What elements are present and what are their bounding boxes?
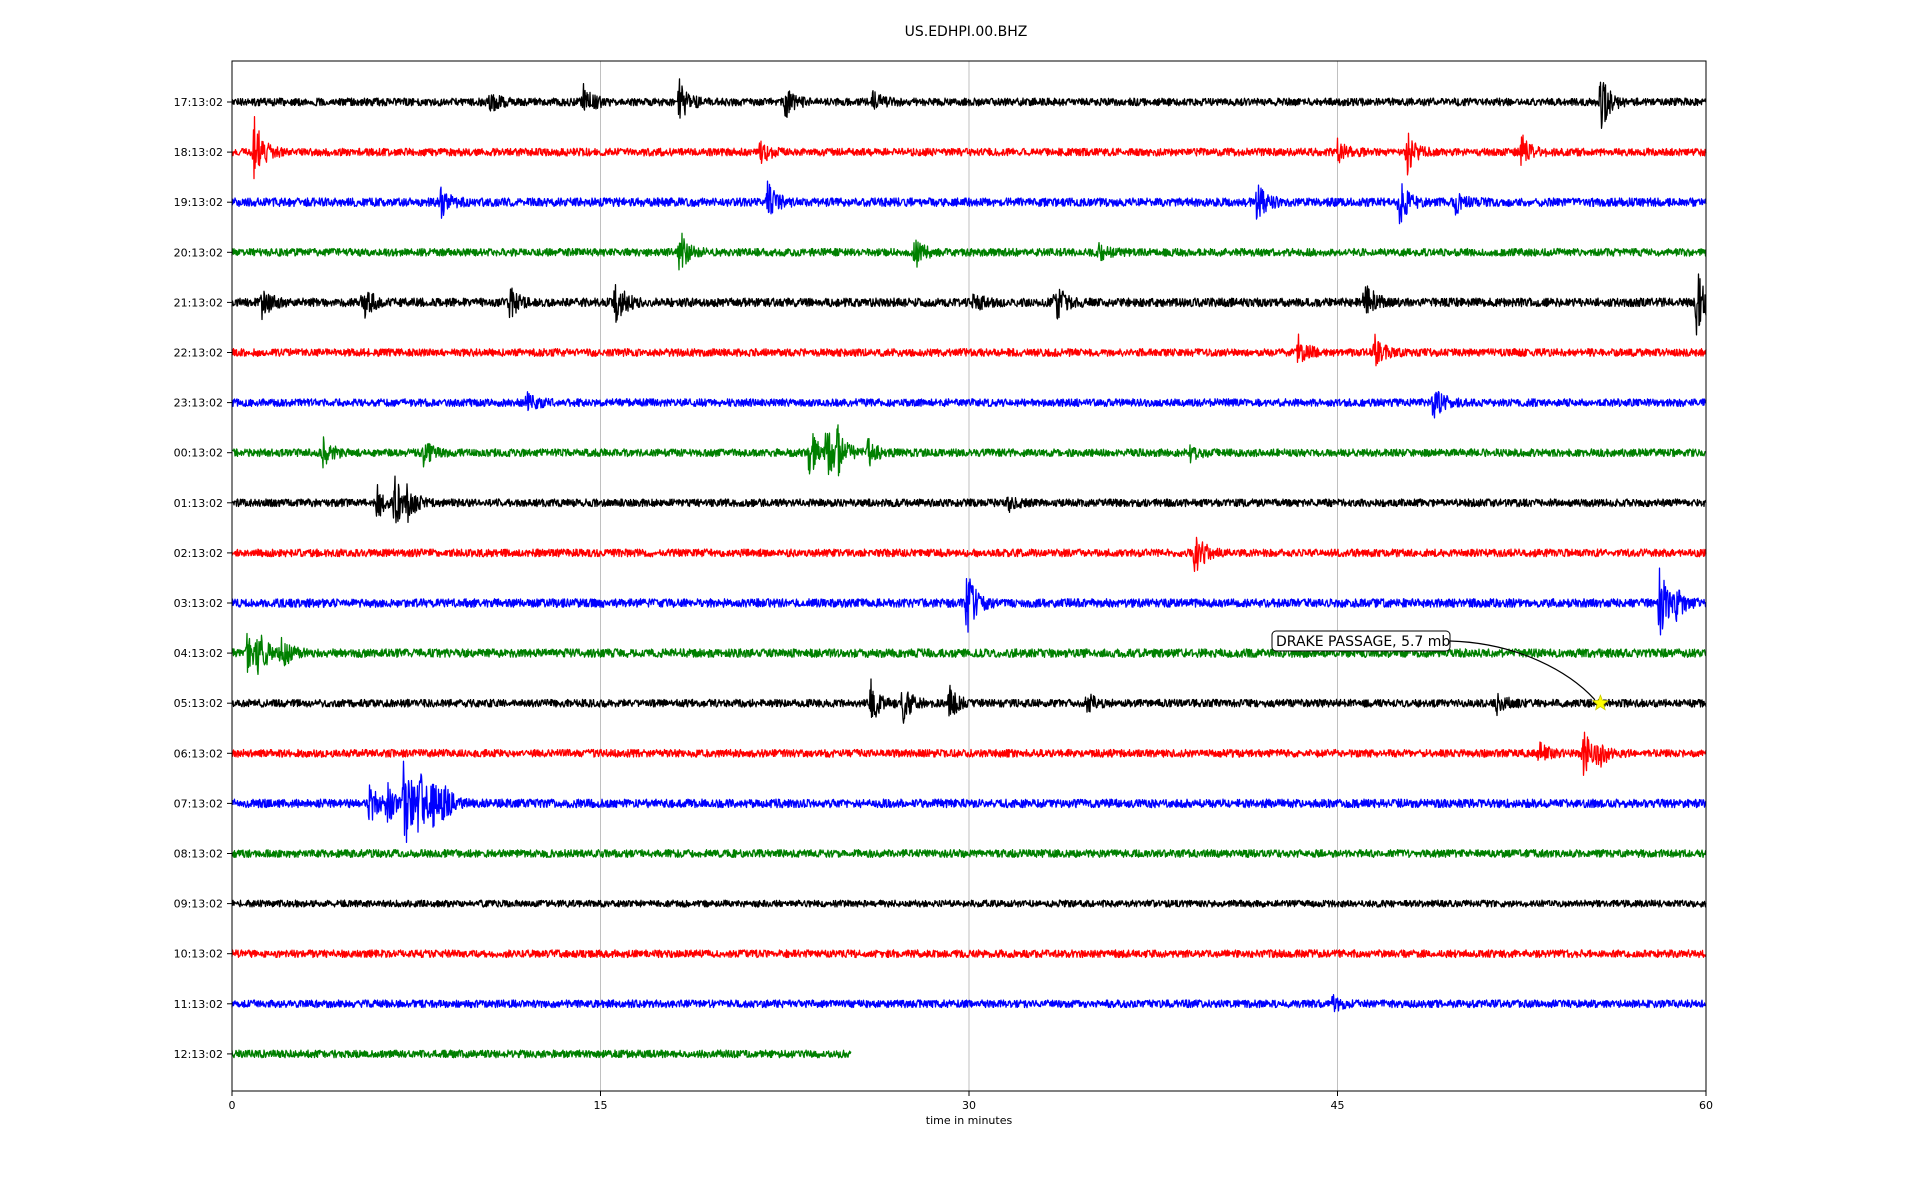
y-tick-label: 07:13:02 [174, 797, 223, 810]
trace-line [231, 949, 1707, 959]
trace-line [231, 899, 1707, 908]
y-tick-label: 05:13:02 [174, 697, 223, 710]
y-tick-label: 04:13:02 [174, 647, 223, 660]
y-tick-label: 08:13:02 [174, 848, 223, 861]
trace-line [231, 333, 1707, 367]
trace-line [231, 180, 1707, 225]
x-tick-label: 0 [229, 1099, 236, 1112]
y-tick-label: 22:13:02 [174, 347, 223, 360]
trace-line [231, 632, 1707, 676]
trace-line [231, 994, 1707, 1013]
y-tick-label: 20:13:02 [174, 246, 223, 259]
chart-title: US.EDHPI.00.BHZ [905, 24, 1028, 40]
annotation-label: DRAKE PASSAGE, 5.7 mb [1276, 634, 1450, 650]
y-tick-label: 06:13:02 [174, 747, 223, 760]
trace-line [231, 475, 1707, 524]
y-tick-label: 23:13:02 [174, 397, 223, 410]
y-tick-label: 03:13:02 [174, 597, 223, 610]
trace-line [231, 390, 1707, 419]
x-tick-label: 15 [594, 1099, 608, 1112]
annotation-arrow [1449, 640, 1595, 700]
x-tick-label: 60 [1699, 1099, 1713, 1112]
y-tick-label: 18:13:02 [174, 146, 223, 159]
trace-line [231, 78, 1707, 129]
trace-line [231, 424, 1707, 477]
trace-line [231, 567, 1707, 636]
y-tick-label: 11:13:02 [174, 998, 223, 1011]
x-axis-label: time in minutes [926, 1114, 1013, 1127]
trace-line [231, 536, 1707, 572]
y-tick-label: 09:13:02 [174, 898, 223, 911]
trace-line [231, 273, 1707, 336]
y-tick-label: 02:13:02 [174, 547, 223, 560]
trace-line [231, 731, 1707, 776]
trace-line [231, 678, 1707, 724]
y-tick-label: 01:13:02 [174, 497, 223, 510]
event-star-marker [1591, 694, 1610, 711]
y-tick-label: 17:13:02 [174, 96, 223, 109]
y-tick-label: 00:13:02 [174, 447, 223, 460]
annotation-box [1271, 630, 1451, 652]
trace-line [231, 116, 1707, 180]
trace-line [231, 232, 1707, 271]
traces-group [231, 78, 1707, 1059]
x-tick-labels: 0 15 30 45 60 [229, 1091, 1713, 1112]
y-tick-label: 19:13:02 [174, 196, 223, 209]
trace-line [231, 760, 1707, 844]
trace-line [231, 849, 1707, 858]
trace-line [231, 1049, 852, 1059]
x-tick-label: 30 [962, 1099, 976, 1112]
grid-lines [600, 61, 1338, 1091]
y-tick-labels: 17:13:02 18:13:02 19:13:02 20:13:02 21:13:02… [174, 96, 232, 1061]
x-tick-label: 45 [1331, 1099, 1345, 1112]
y-tick-label: 12:13:02 [174, 1048, 223, 1061]
y-tick-label: 21:13:02 [174, 296, 223, 309]
y-tick-label: 10:13:02 [174, 948, 223, 961]
event-annotation: DRAKE PASSAGE, 5.7 mb [1271, 630, 1610, 711]
